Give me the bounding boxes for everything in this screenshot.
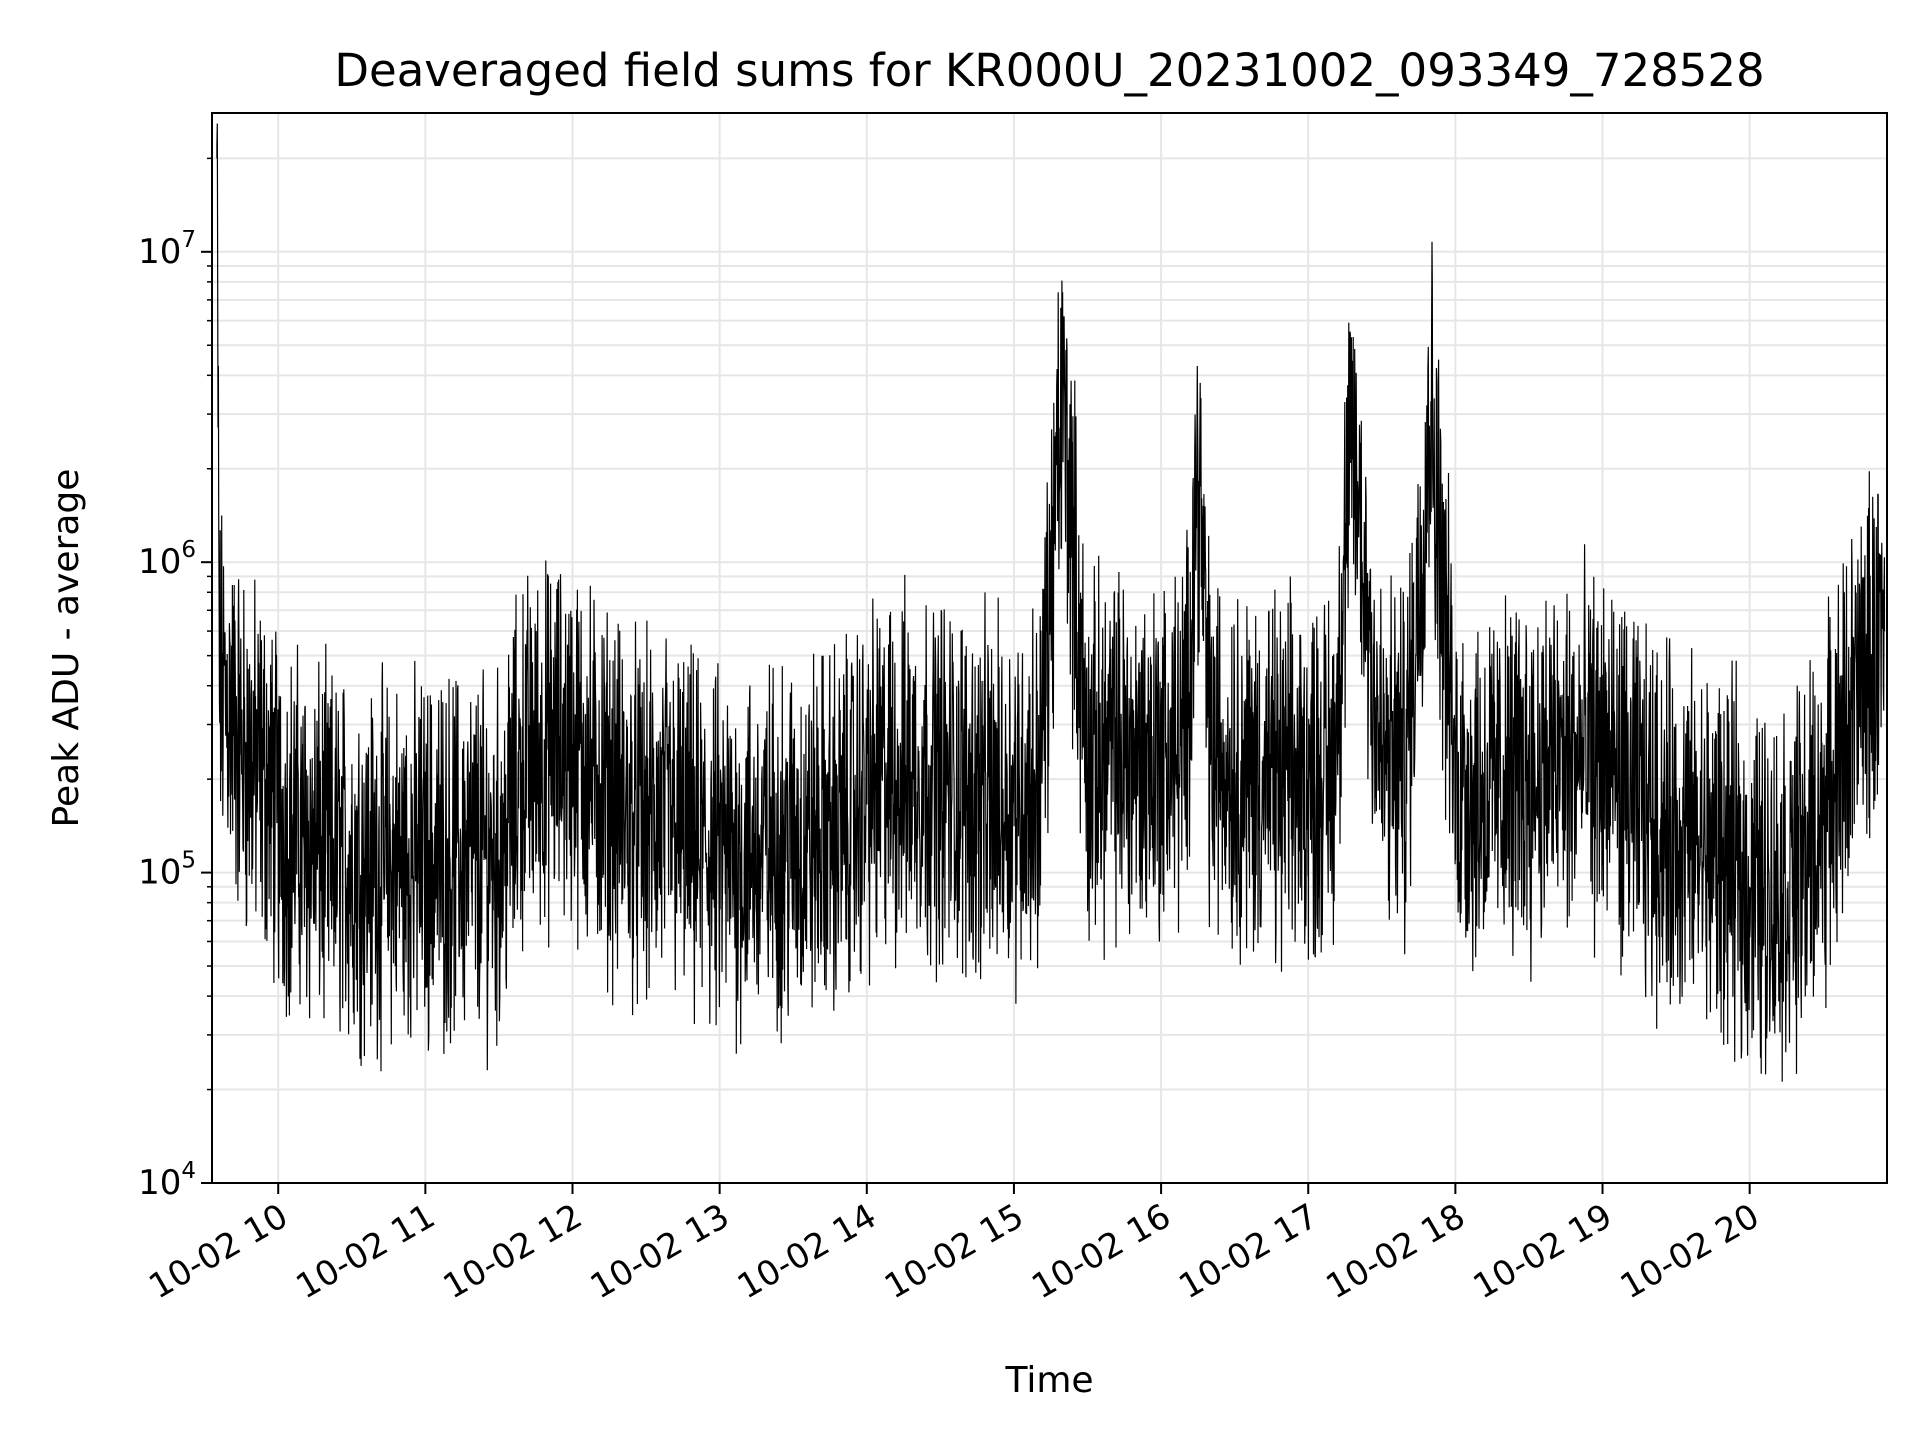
y-tick-base: 10: [138, 232, 181, 272]
y-tick-base: 10: [138, 1163, 181, 1203]
y-tick-exponent: 7: [181, 227, 196, 253]
chart-title: Deaveraged field sums for KR000U_2023100…: [334, 44, 1764, 97]
x-axis-label: Time: [1004, 1360, 1093, 1401]
y-tick-label: 104: [138, 1158, 196, 1203]
series-group: [216, 123, 1886, 1082]
y-tick-base: 10: [138, 853, 181, 893]
y-tick-label: 105: [138, 848, 196, 893]
y-axis-label: Peak ADU - average: [46, 469, 87, 828]
y-tick-exponent: 6: [181, 537, 196, 563]
y-tick-label: 106: [138, 537, 196, 582]
y-tick-exponent: 5: [181, 848, 196, 874]
series-line: [216, 123, 1886, 1082]
y-tick-base: 10: [138, 542, 181, 582]
y-tick-label: 107: [138, 227, 196, 272]
plot-frame: [211, 112, 1888, 1184]
y-tick-exponent: 4: [181, 1158, 196, 1184]
